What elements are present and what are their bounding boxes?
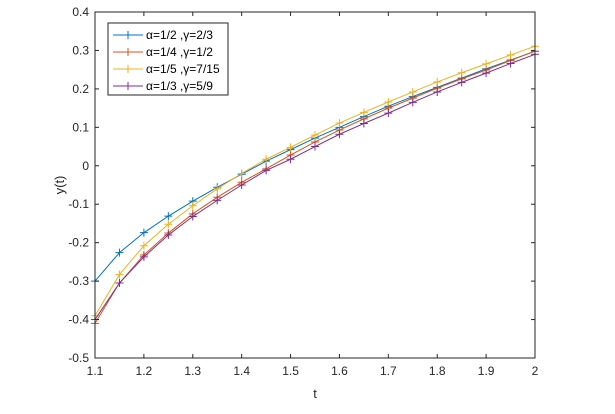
plot-area-border [94, 11, 536, 359]
data-point [482, 59, 491, 68]
y-tick-label: -0.2 [68, 236, 89, 250]
data-point [262, 155, 271, 164]
x-tick-label: 1.9 [478, 364, 495, 378]
data-point [164, 212, 173, 221]
data-point [384, 109, 393, 118]
y-tick-label: -0.4 [68, 313, 89, 327]
data-point [139, 241, 148, 250]
x-tick-label: 1.3 [184, 364, 201, 378]
data-point [115, 248, 124, 257]
legend-item: α=1/3 ,γ=5/9 [113, 79, 213, 93]
legend-marker [124, 48, 132, 56]
series-3 [91, 42, 539, 320]
legend-item: α=1/4 ,γ=1/2 [113, 45, 213, 59]
data-point [482, 69, 491, 78]
x-tick-label: 1.1 [87, 364, 104, 378]
data-point [335, 119, 344, 128]
legend-item: α=1/5 ,γ=7/15 [113, 62, 220, 76]
data-point [139, 252, 148, 261]
legend-marker [124, 31, 132, 39]
y-tick-label: -0.1 [68, 197, 89, 211]
data-point [115, 270, 124, 279]
y-tick-label: 0.1 [72, 120, 89, 134]
data-point [457, 68, 466, 77]
data-point [286, 143, 295, 152]
x-tick-label: 2 [532, 364, 539, 378]
x-tick-label: 1.6 [331, 364, 348, 378]
x-axis-label: t [313, 386, 317, 401]
legend-label: α=1/2 ,γ=2/3 [146, 28, 213, 42]
data-point [237, 181, 246, 189]
data-point [359, 108, 368, 117]
x-tick-label: 1.5 [282, 364, 299, 378]
data-point [164, 220, 173, 229]
legend-marker [124, 82, 132, 90]
data-point [335, 130, 344, 139]
data-point [262, 166, 271, 175]
data-point [213, 196, 222, 205]
y-tick-label: 0.4 [72, 5, 89, 19]
data-point [408, 87, 417, 96]
x-tick-label: 1.8 [429, 364, 446, 378]
data-point [139, 228, 148, 237]
data-point [359, 119, 368, 128]
y-tick-label: 0.3 [72, 43, 89, 57]
data-point [506, 59, 515, 68]
data-point [311, 142, 319, 151]
data-point [433, 87, 442, 96]
legend: α=1/2 ,γ=2/3 α=1/4 ,γ=1/2 α=1/5 ,γ=7/15 α=1… [107, 22, 229, 96]
data-point [213, 184, 222, 193]
data-point [115, 279, 124, 288]
data-point [433, 77, 442, 86]
legend-label: α=1/4 ,γ=1/2 [146, 45, 213, 59]
legend-marker [124, 65, 132, 73]
data-point [188, 212, 197, 221]
data-point [286, 155, 295, 164]
data-point [164, 230, 173, 239]
y-tick-label: 0.2 [72, 82, 89, 96]
data-point [408, 98, 417, 107]
y-tick-label: -0.3 [68, 274, 89, 288]
data-point [237, 169, 246, 178]
x-tick-label: 1.4 [233, 364, 250, 378]
data-point [188, 201, 197, 210]
x-tick-label: 1.7 [380, 364, 397, 378]
data-point [457, 78, 466, 87]
x-tick-label: 1.2 [136, 364, 153, 378]
y-axis-label: y(t) [52, 176, 67, 195]
legend-label: α=1/5 ,γ=7/15 [146, 62, 220, 76]
data-point [506, 51, 515, 60]
ticks-layer: 1.1 1.2 1.3 1.4 1.5 1.6 1.7 1.8 1.9 2 -0.5 -0.4 -0.3… [68, 5, 538, 378]
legend-label: α=1/3 ,γ=5/9 [146, 79, 213, 93]
legend-item: α=1/2 ,γ=2/3 [113, 28, 213, 42]
data-point [311, 131, 319, 140]
y-tick-label: -0.5 [68, 351, 89, 365]
data-point [384, 97, 393, 106]
y-tick-label: 0 [82, 159, 89, 173]
